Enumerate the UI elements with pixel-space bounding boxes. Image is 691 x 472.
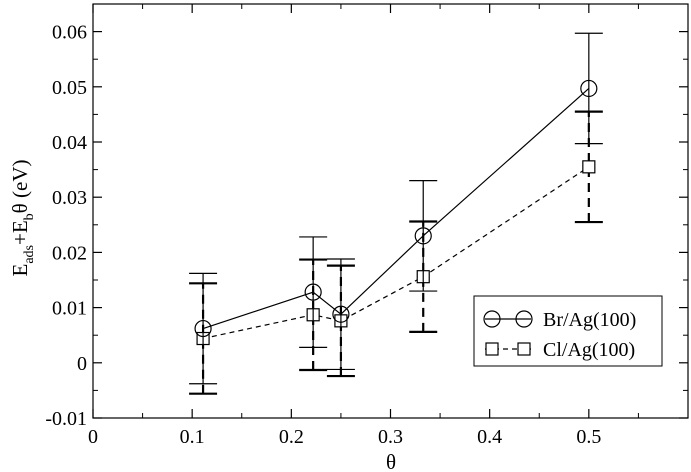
y-tick-label: 0.02 (52, 242, 87, 264)
y-axis-label-theta: θ (8, 203, 32, 213)
y-axis-label-e: E (8, 264, 32, 277)
series-layer (189, 32, 603, 395)
series-line (202, 88, 590, 330)
legend-entry-br: Br/Ag(100) (483, 309, 636, 331)
data-point-square (582, 160, 596, 174)
legend-marker-square (517, 342, 531, 356)
y-tick-label: 0.01 (52, 298, 87, 320)
legend-marker-circle (483, 310, 501, 328)
y-tick-label: 0.04 (52, 132, 87, 154)
legend: Br/Ag(100) Cl/Ag(100) (473, 295, 663, 367)
x-tick-label: 0.1 (180, 426, 205, 448)
series-line (202, 166, 590, 340)
series-br (189, 32, 603, 385)
y-axis-label-sub-b: b (22, 213, 37, 220)
x-tick-label: 0.2 (279, 426, 304, 448)
legend-label-br: Br/Ag(100) (543, 309, 636, 331)
y-tick-label: -0.01 (45, 408, 87, 430)
y-tick-label: 0.03 (52, 187, 87, 209)
data-point-circle (304, 283, 322, 301)
y-axis-label: Eads+Ebθ (eV) (8, 160, 37, 277)
data-point-circle (332, 305, 350, 323)
data-point-circle (580, 79, 598, 98)
legend-entry-cl: Cl/Ag(100) (485, 339, 635, 361)
legend-marker-circle (515, 310, 533, 328)
y-axis-label-plus-e: +E (8, 220, 32, 245)
x-tick-label: 0.5 (576, 426, 601, 448)
y-tick-label: 0.06 (52, 22, 87, 44)
data-point-circle (414, 227, 432, 245)
x-tick-label: 0 (88, 426, 98, 448)
x-tick-label: 0.4 (477, 426, 502, 448)
y-axis-label-sub-ads: ads (22, 245, 37, 264)
legend-label-cl: Cl/Ag(100) (543, 339, 635, 361)
axis-ticks-layer: 0 0.1 0.2 0.3 0.4 0.5-0.0100.010.020.030.040.… (45, 4, 688, 448)
x-axis-label: θ (386, 450, 396, 472)
y-axis-label-unit: (eV) (8, 160, 32, 204)
y-tick-label: 0 (77, 353, 87, 375)
x-tick-label: 0.3 (378, 426, 403, 448)
data-point-circle (194, 319, 212, 338)
legend-box (473, 295, 663, 367)
legend-marker-square (485, 342, 499, 356)
y-tick-label: 0.05 (52, 77, 87, 99)
